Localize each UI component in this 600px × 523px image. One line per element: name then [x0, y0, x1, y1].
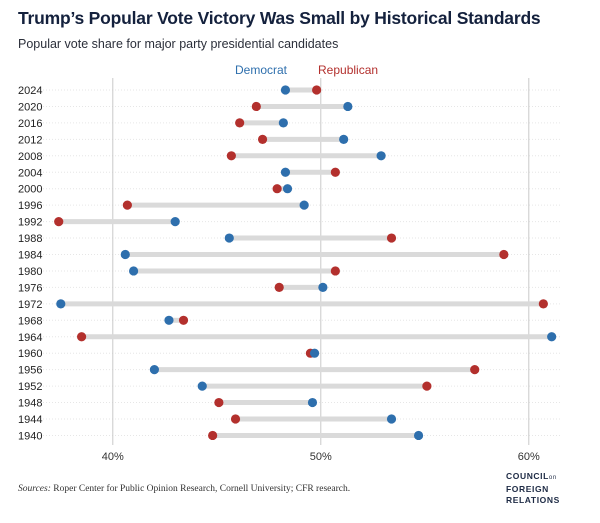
democrat-dot: [318, 282, 328, 292]
x-tick-label: 60%: [518, 451, 540, 463]
republican-dot: [235, 118, 245, 128]
democrat-dot: [224, 233, 234, 243]
year-label: 1980: [18, 266, 42, 278]
republican-dot: [257, 134, 268, 144]
democrat-dot: [56, 299, 66, 309]
year-label: 1996: [18, 200, 42, 212]
x-tick-label: 40%: [102, 451, 124, 463]
democrat-dot: [278, 118, 288, 128]
democrat-dot: [149, 365, 159, 375]
year-label: 1992: [18, 217, 42, 229]
republican-dot: [77, 332, 87, 342]
democrat-dot: [129, 266, 139, 276]
republican-dot: [386, 233, 397, 243]
democrat-dot: [386, 414, 397, 424]
logo-line-1: COUNCIL: [506, 471, 549, 481]
democrat-dot: [413, 430, 424, 441]
source-label: Sources:: [18, 484, 51, 494]
democrat-dot: [547, 332, 557, 342]
republican-dot: [54, 217, 64, 227]
democrat-dot: [309, 348, 320, 358]
democrat-dot: [280, 85, 291, 95]
republican-dot: [214, 397, 224, 408]
democrat-dot: [164, 315, 174, 325]
year-label: 1964: [18, 332, 42, 344]
democrat-dot: [170, 217, 180, 227]
democrat-dot: [376, 151, 386, 161]
year-label: 1988: [18, 233, 42, 245]
logo-line-3: RELATIONS: [506, 495, 560, 505]
democrat-dot: [282, 184, 293, 194]
democrat-dot: [120, 249, 130, 260]
year-label: 1976: [18, 282, 42, 294]
republican-dot: [538, 299, 548, 309]
democrat-dot: [197, 381, 207, 391]
chart-subtitle: Popular vote share for major party presi…: [18, 37, 339, 51]
democrat-dot: [280, 167, 291, 177]
year-label: 1960: [18, 348, 42, 360]
x-tick-label: 50%: [310, 451, 332, 463]
year-label: 1944: [18, 414, 42, 426]
republican-dot: [422, 381, 432, 391]
legend: Democrat Republican: [235, 63, 378, 77]
republican-dot: [122, 200, 132, 210]
democrat-dot: [343, 101, 353, 112]
axis-labels: 40% 50% 60% 2024 2020 2016 2012 2008 2004 2000 199…: [18, 85, 540, 463]
source-note: Sources: Roper Center for Public Opinion…: [18, 484, 350, 494]
year-label: 1984: [18, 250, 42, 262]
republican-dot: [499, 249, 509, 260]
year-label: 2024: [18, 85, 42, 97]
year-label: 2000: [18, 184, 42, 196]
chart-title: Trump’s Popular Vote Victory Was Small b…: [18, 8, 541, 28]
republican-dot: [226, 151, 236, 161]
legend-democrat: Democrat: [235, 63, 288, 77]
dots: [54, 85, 557, 441]
year-label: 1968: [18, 315, 42, 327]
grid-lines: [40, 78, 560, 445]
year-label: 1948: [18, 398, 42, 410]
year-label: 2012: [18, 134, 42, 146]
year-label: 1972: [18, 299, 42, 311]
republican-dot: [272, 184, 282, 194]
cfr-logo: COUNCILon FOREIGN RELATIONS: [506, 471, 560, 506]
year-label: 1956: [18, 365, 42, 377]
year-label: 2016: [18, 118, 42, 130]
year-label: 2020: [18, 101, 42, 113]
republican-dot: [330, 167, 340, 177]
year-label: 2004: [18, 167, 42, 179]
republican-dot: [470, 365, 480, 375]
republican-dot: [230, 414, 241, 424]
year-label: 1940: [18, 430, 42, 442]
source-text: Roper Center for Public Opinion Research…: [53, 484, 351, 494]
year-label: 1952: [18, 381, 42, 393]
logo-small-word: on: [548, 475, 557, 481]
democrat-dot: [307, 397, 318, 408]
republican-dot: [251, 101, 261, 112]
democrat-dot: [339, 134, 349, 144]
republican-dot: [330, 266, 340, 276]
year-label: 2008: [18, 151, 42, 163]
republican-dot: [208, 430, 218, 441]
logo-line-2: FOREIGN: [506, 484, 549, 494]
democrat-dot: [299, 200, 309, 210]
legend-republican: Republican: [318, 63, 378, 77]
republican-dot: [312, 85, 322, 95]
republican-dot: [178, 315, 189, 325]
republican-dot: [274, 282, 284, 292]
connectors: [58, 87, 552, 438]
